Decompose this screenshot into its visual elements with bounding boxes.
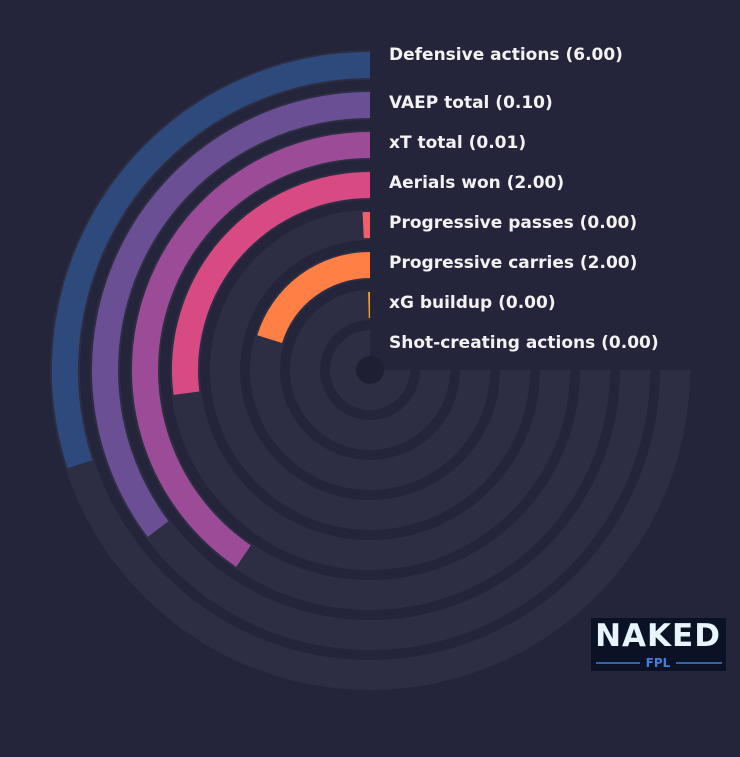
bar	[52, 52, 371, 469]
bar-label: Progressive carries (2.00)	[389, 253, 637, 273]
bar-label: xT total (0.01)	[389, 133, 526, 153]
bar-label: Shot-creating actions (0.00)	[389, 333, 659, 353]
logo-subtitle: FPL	[646, 656, 671, 670]
center-dot	[356, 356, 384, 384]
bar	[172, 172, 371, 395]
bar	[92, 92, 371, 537]
logo-box	[591, 618, 726, 671]
bar-label: Aerials won (2.00)	[389, 173, 564, 193]
bar	[132, 132, 371, 567]
logo: NAKED FPL	[591, 618, 726, 671]
bar	[257, 252, 371, 344]
rings	[50, 50, 690, 690]
track	[290, 290, 450, 450]
bar-label: Progressive passes (0.00)	[389, 213, 637, 233]
bar-label: VAEP total (0.10)	[389, 93, 553, 113]
bar-label: xG buildup (0.00)	[389, 293, 556, 313]
track	[210, 210, 530, 530]
track	[330, 330, 410, 410]
bar-label: Defensive actions (6.00)	[389, 45, 623, 65]
logo-title: NAKED	[595, 618, 721, 654]
